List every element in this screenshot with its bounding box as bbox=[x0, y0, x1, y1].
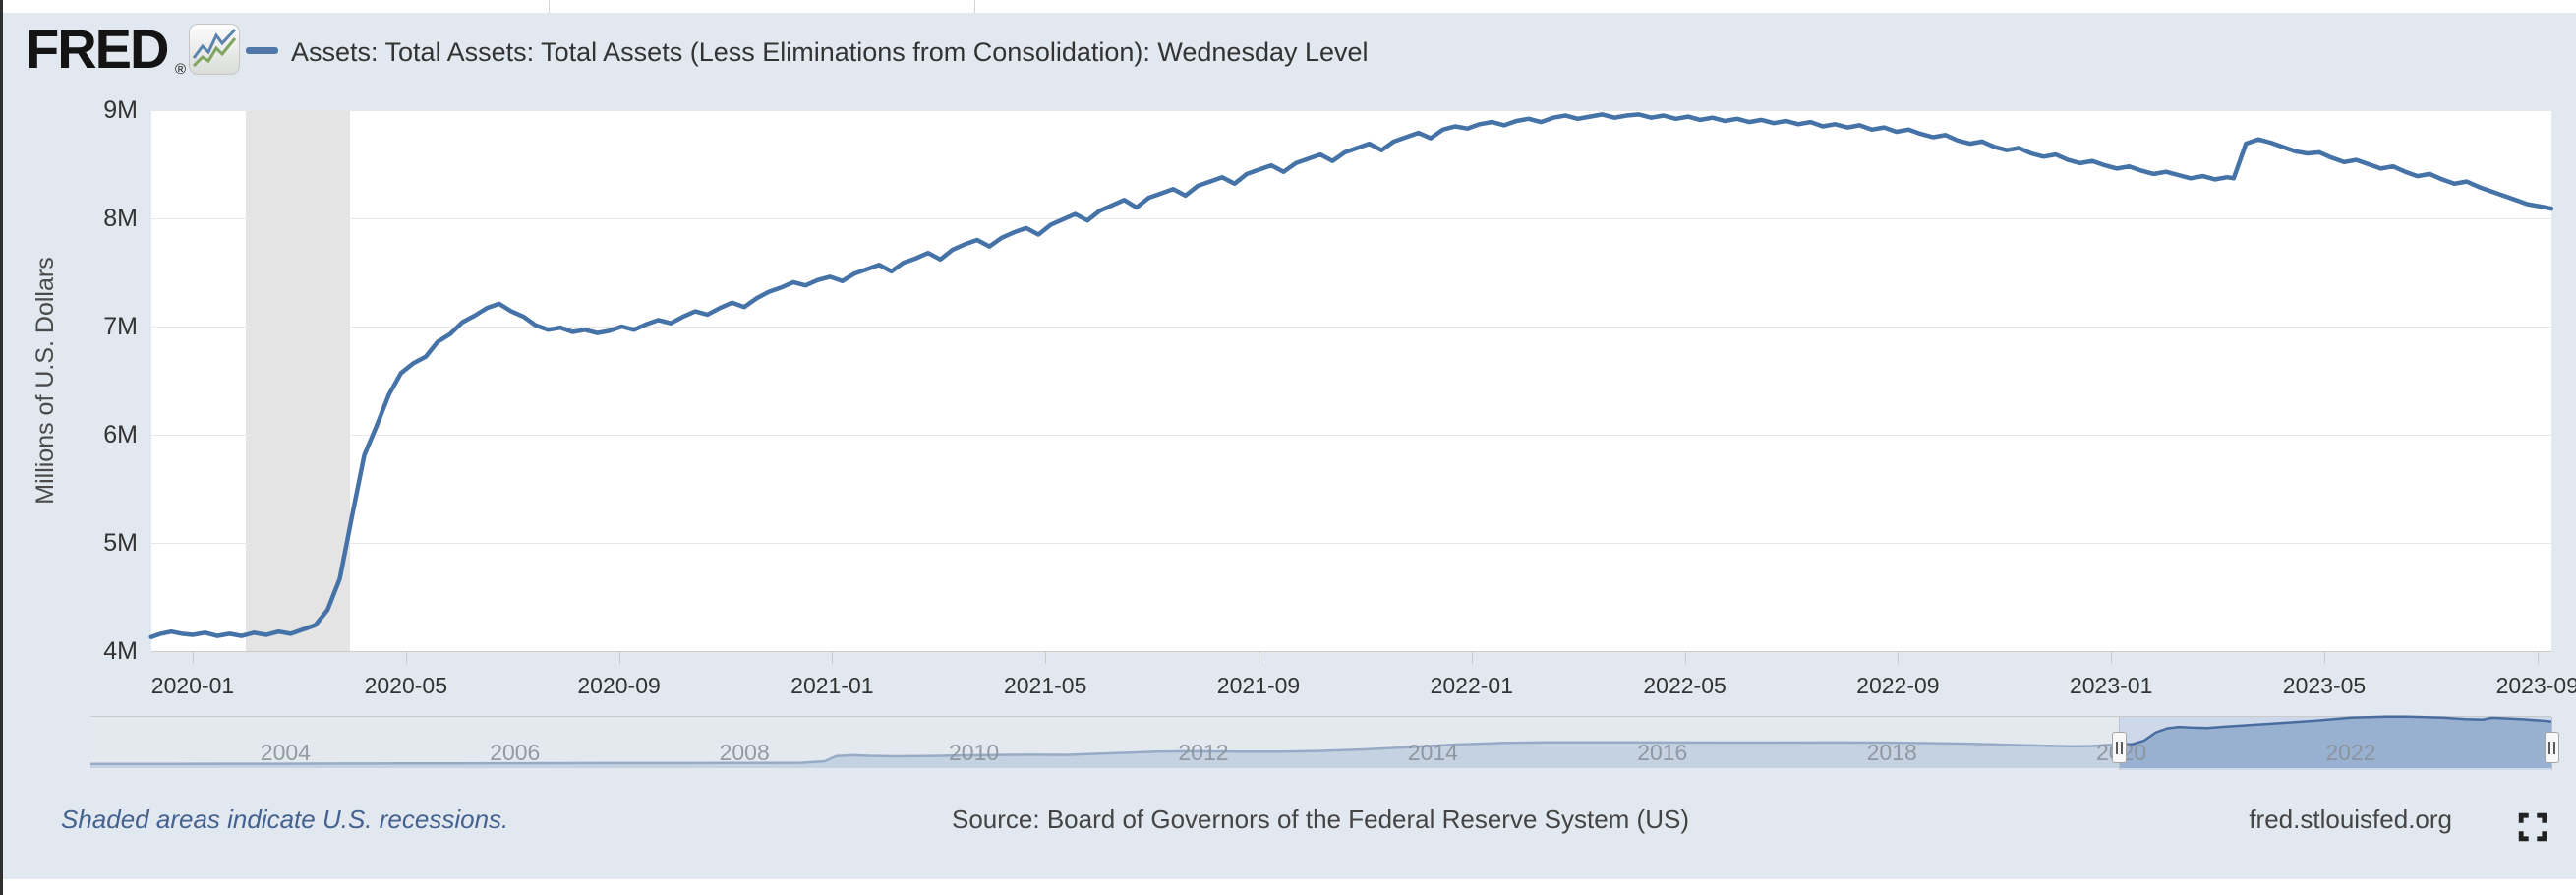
legend-series-label[interactable]: Assets: Total Assets: Total Assets (Less… bbox=[291, 37, 1369, 67]
y-tick-label: 9M bbox=[103, 96, 138, 124]
x-tick-mark bbox=[2537, 652, 2539, 664]
navigator-left-handle[interactable] bbox=[2111, 732, 2127, 763]
x-tick-label: 2023-05 bbox=[2282, 673, 2367, 698]
strip-divider bbox=[549, 0, 550, 13]
recession-shaded-band bbox=[246, 110, 350, 651]
x-tick-label: 2021-01 bbox=[790, 673, 874, 698]
x-tick-label: 2022-05 bbox=[1643, 673, 1727, 698]
fred-sparkline-icon bbox=[189, 24, 240, 75]
navigator-year-label: 2012 bbox=[1178, 740, 1229, 765]
x-tick-mark bbox=[1471, 652, 1473, 664]
gridline bbox=[151, 435, 2551, 436]
x-tick-label: 2022-01 bbox=[1430, 673, 1513, 698]
fullscreen-icon bbox=[2518, 812, 2547, 842]
x-tick-mark bbox=[193, 652, 194, 664]
navigator-year-label: 2006 bbox=[490, 740, 541, 765]
y-tick-label: 4M bbox=[103, 637, 138, 665]
x-tick-label: 2022-09 bbox=[1856, 673, 1940, 698]
navigator-unselected-mask bbox=[90, 717, 2120, 770]
site-link[interactable]: fred.stlouisfed.org bbox=[2249, 805, 2452, 834]
left-border bbox=[0, 0, 3, 895]
strip-divider bbox=[974, 0, 975, 13]
x-tick-mark bbox=[1898, 652, 1900, 664]
navigator-year-label: 2014 bbox=[1407, 740, 1458, 765]
x-tick-mark bbox=[618, 652, 620, 664]
drag-handle-icon bbox=[2120, 741, 2123, 754]
y-axis-title: Millions of U.S. Dollars bbox=[31, 257, 59, 505]
x-tick-mark bbox=[405, 652, 407, 664]
x-tick-label: 2023-09 bbox=[2495, 673, 2576, 698]
y-tick-label: 7M bbox=[103, 313, 138, 340]
y-tick-label: 8M bbox=[103, 205, 138, 232]
fullscreen-button[interactable] bbox=[2513, 808, 2552, 848]
navigator-right-handle[interactable] bbox=[2544, 732, 2559, 763]
x-tick-label: 2021-09 bbox=[1216, 673, 1301, 698]
drag-handle-icon bbox=[2115, 741, 2118, 754]
legend-series-dash bbox=[246, 47, 278, 54]
source-text: Source: Board of Governors of the Federa… bbox=[952, 805, 1689, 834]
x-axis-line bbox=[151, 651, 2551, 652]
drag-handle-icon bbox=[2547, 741, 2550, 754]
gridline bbox=[151, 218, 2551, 219]
x-tick-mark bbox=[1684, 652, 1686, 664]
recession-note: Shaded areas indicate U.S. recessions. bbox=[61, 805, 509, 834]
y-tick-label: 5M bbox=[103, 529, 138, 557]
x-tick-mark bbox=[1045, 652, 1047, 664]
x-tick-label: 2023-01 bbox=[2069, 673, 2153, 698]
gridline bbox=[151, 110, 2551, 111]
x-tick-label: 2020-05 bbox=[364, 673, 447, 698]
navigator-year-label: 2018 bbox=[1866, 740, 1917, 765]
x-tick-label: 2021-05 bbox=[1003, 673, 1087, 698]
registered-trademark: ® bbox=[175, 61, 187, 78]
x-tick-label: 2020-01 bbox=[150, 673, 235, 698]
gridline bbox=[151, 327, 2551, 328]
navigator-year-label: 2008 bbox=[719, 740, 770, 765]
plot-area[interactable] bbox=[151, 110, 2551, 651]
y-tick-label: 6M bbox=[103, 421, 138, 448]
navigator-year-label: 2016 bbox=[1637, 740, 1688, 765]
gridline bbox=[151, 543, 2551, 544]
x-tick-mark bbox=[832, 652, 834, 664]
drag-handle-icon bbox=[2552, 741, 2555, 754]
x-tick-label: 2020-09 bbox=[577, 673, 661, 698]
navigator-year-label: 2022 bbox=[2325, 740, 2376, 765]
top-strip bbox=[0, 0, 2576, 13]
x-tick-mark bbox=[2111, 652, 2113, 664]
fred-logo[interactable]: FRED bbox=[26, 18, 169, 80]
navigator-year-label: 2004 bbox=[260, 740, 311, 765]
x-tick-mark bbox=[2324, 652, 2325, 664]
navigator-year-label: 2010 bbox=[948, 740, 1000, 765]
